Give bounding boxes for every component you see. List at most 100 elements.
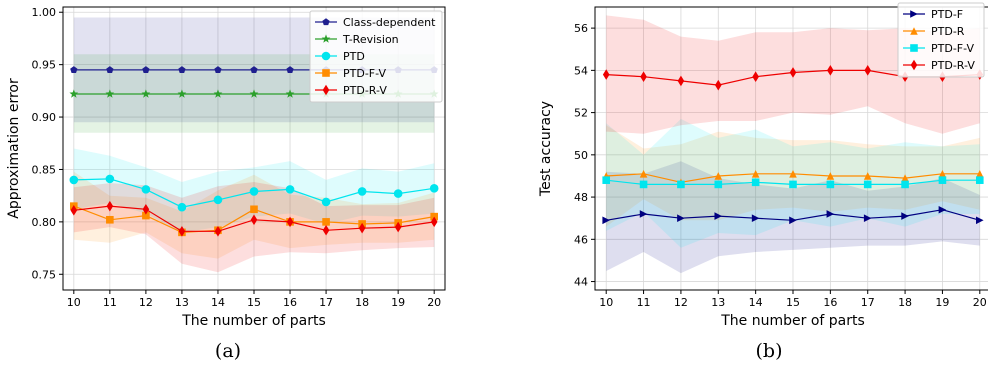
panel-a-point-class-dependent	[178, 66, 186, 73]
panel-a-point-ptd-r-v	[106, 200, 114, 212]
panel-a-point-class-dependent	[250, 66, 258, 73]
panel-a-point-ptd	[177, 202, 187, 212]
panel-a-point-ptd-r-v	[322, 224, 330, 236]
panel-a-point-ptd	[141, 185, 151, 194]
panel-a-legend-marker-class-dependent	[322, 18, 330, 26]
panel-a-point-ptd-r-v	[250, 214, 258, 226]
panel-b-ytick-label: 50	[574, 149, 588, 162]
panel-a-xtick-label: 10	[67, 296, 81, 309]
panel-a-xtick-label: 18	[355, 296, 369, 309]
panel-b-ytick-label: 48	[574, 191, 588, 204]
panel-b-point-ptd-r	[751, 170, 760, 178]
panel-a-point-ptd-f-v	[142, 211, 150, 220]
panel-a-legend-label-t-revision: T-Revision	[342, 33, 399, 46]
panel-a-xtick-label: 13	[175, 296, 189, 309]
panel-a-point-ptd-r-v	[142, 203, 150, 215]
panel-a-point-ptd-f-v	[106, 215, 114, 224]
panel-b-point-ptd-r	[639, 170, 648, 178]
panel-a-point-ptd-f-v	[322, 218, 330, 226]
panel-b-point-ptd-f	[938, 205, 947, 214]
panel-a-xtick-label: 16	[283, 296, 297, 309]
panel-a-point-ptd	[213, 195, 223, 205]
panel-a-xtick-label: 20	[427, 296, 441, 309]
caption-a: (a)	[214, 340, 242, 362]
caption-b: (b)	[755, 340, 783, 362]
panel-b-point-ptd-f-v	[863, 180, 872, 189]
panel-a-point-ptd	[393, 189, 403, 198]
panel-a-legend-marker-ptd	[321, 51, 331, 61]
panel-b-point-ptd-r-v	[864, 65, 872, 76]
panel-a-point-class-dependent	[286, 66, 294, 73]
panel-a-point-t-revision	[105, 89, 115, 98]
panel-b-group: 10 11 12 13 14 15 16 17 18 19 20 44 46 48 50 52 54 56 The …	[538, 2, 988, 329]
panel-a-legend-marker-ptd-f-v	[322, 69, 330, 77]
panel-a-group: 10 11 12 13 14 15 16 17 18 19 20 0.75 0.80 0.85 0.90 0.…	[6, 6, 446, 329]
panel-a-ytick-label: 0.75	[32, 268, 57, 281]
panel-a-xtick-label: 14	[211, 296, 225, 309]
panel-a-point-ptd	[357, 187, 367, 196]
panel-a-point-t-revision	[213, 89, 223, 98]
panel-b-point-ptd-f	[677, 214, 685, 222]
panel-b-xtick-label: 11	[637, 296, 651, 309]
panel-b-point-ptd-r-v	[789, 67, 797, 78]
panel-b-point-ptd-r-v	[714, 79, 722, 91]
panel-b-xtick-label: 10	[599, 296, 613, 309]
panel-b-xtick-label: 16	[823, 296, 837, 309]
panel-a-band-ptd-r-v	[73, 182, 435, 273]
panel-b-point-ptd-f-v	[751, 178, 760, 187]
panel-b-legend-marker-ptd-r-v	[910, 59, 918, 71]
panel-a-point-ptd	[285, 185, 295, 194]
panel-b-point-ptd-f	[602, 216, 611, 225]
panel-b-xtick-label: 15	[786, 296, 800, 309]
panel-b-point-ptd-r	[863, 172, 872, 180]
panel-b-ytick-label: 54	[574, 64, 588, 77]
panel-b-point-ptd-f	[639, 210, 648, 218]
panel-a-point-t-revision	[69, 89, 79, 98]
panel-b-point-ptd-f-v	[602, 176, 611, 184]
panel-b-point-ptd-r	[714, 172, 723, 180]
panel-b-xtick-label: 18	[898, 296, 912, 309]
panel-a-ytick-label: 0.95	[32, 59, 57, 72]
panel-b-point-ptd-f-v	[938, 176, 947, 184]
panel-b-ytick-label: 56	[574, 22, 588, 35]
panel-b-point-ptd-f-v	[789, 180, 797, 189]
panel-b-point-ptd-f	[714, 212, 723, 220]
panel-a-ytick-label: 0.90	[32, 111, 57, 124]
panel-b-xtick-label: 12	[674, 296, 688, 309]
panel-b-legend-marker-ptd-r	[910, 27, 918, 35]
panel-b-point-ptd-f	[901, 212, 909, 220]
panel-b-legend-label-ptd-r-v: PTD-R-V	[931, 59, 975, 72]
panel-a-xtick-label: 19	[391, 296, 405, 309]
panel-b-ytick-label: 46	[574, 233, 588, 246]
panel-b-point-ptd-r-v	[827, 65, 834, 76]
panel-a-point-ptd-r-v	[358, 222, 366, 234]
panel-b-point-ptd-r	[938, 170, 947, 178]
panel-b-point-ptd-r-v	[752, 71, 759, 82]
panel-b-point-ptd-r	[975, 170, 984, 178]
panel-b-point-ptd-f	[751, 214, 760, 222]
panel-a-legend-label-class-dependent: Class-dependent	[343, 16, 436, 29]
panel-b-legend-label-ptd-r: PTD-R	[931, 25, 965, 38]
panel-a-xlabel: The number of parts	[181, 313, 326, 329]
panel-a-point-t-revision	[141, 89, 151, 98]
panel-a-point-class-dependent	[106, 66, 114, 73]
panel-a-point-ptd	[321, 197, 331, 207]
panel-b-point-ptd-f-v	[677, 180, 685, 189]
panel-a-point-ptd	[69, 175, 79, 185]
panel-b-point-ptd-f	[863, 214, 872, 222]
panel-a-xtick-label: 11	[103, 296, 117, 309]
panel-b-xtick-label: 20	[973, 296, 987, 309]
panel-b-band-ptd-f	[606, 161, 980, 274]
panel-b-point-ptd-f-v	[975, 176, 984, 184]
panel-b-xtick-label: 17	[861, 296, 875, 309]
panel-a-ytick-label: 1.00	[32, 6, 57, 19]
panel-a-point-ptd-r-v	[394, 221, 402, 233]
panel-a-xtick-label: 12	[139, 296, 153, 309]
panel-b-point-ptd-r	[826, 172, 835, 180]
panel-b-point-ptd-r-v	[640, 71, 647, 82]
panel-b-point-ptd-r	[901, 174, 909, 182]
panel-b-point-ptd-f-v	[901, 180, 909, 189]
panel-b-point-ptd-f	[789, 216, 797, 225]
